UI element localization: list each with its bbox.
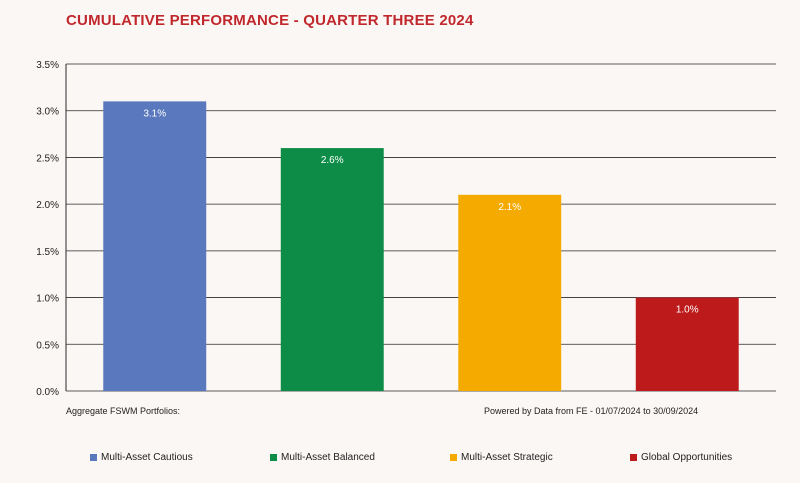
- bar-multi-asset-strategic: [458, 194, 562, 391]
- y-tick-label: 0.0%: [36, 387, 59, 398]
- legend-swatch: [450, 454, 457, 461]
- data-label: 2.1%: [498, 202, 521, 213]
- bar-multi-asset-cautious: [103, 101, 207, 391]
- legend-item: Global Opportunities: [630, 452, 732, 463]
- y-tick-label: 3.5%: [36, 60, 59, 71]
- legend-swatch: [90, 454, 97, 461]
- legend-swatch: [630, 454, 637, 461]
- footnote-right: Powered by Data from FE - 01/07/2024 to …: [484, 406, 699, 416]
- y-tick-label: 2.0%: [36, 200, 59, 211]
- data-label: 3.1%: [143, 108, 166, 119]
- data-label: 2.6%: [321, 155, 344, 166]
- y-tick-label: 2.5%: [36, 153, 59, 164]
- y-tick-label: 0.5%: [36, 340, 59, 351]
- legend: Multi-Asset Cautious Multi-Asset Balanced…: [0, 452, 800, 466]
- legend-label: Multi-Asset Strategic: [461, 452, 553, 463]
- footnote-left: Aggregate FSWM Portfolios:: [66, 406, 181, 416]
- bar-multi-asset-balanced: [280, 148, 384, 391]
- y-tick-label: 1.5%: [36, 247, 59, 258]
- legend-item: Multi-Asset Balanced: [270, 452, 375, 463]
- legend-label: Global Opportunities: [641, 452, 733, 463]
- chart-title: CUMULATIVE PERFORMANCE - QUARTER THREE 2…: [66, 12, 474, 29]
- legend-item: Multi-Asset Strategic: [450, 452, 553, 463]
- legend-label: Multi-Asset Cautious: [101, 452, 193, 463]
- bar-global-opportunities: [635, 297, 739, 391]
- y-tick-label: 1.0%: [36, 294, 59, 305]
- legend-swatch: [270, 454, 277, 461]
- legend-item: Multi-Asset Cautious: [90, 452, 193, 463]
- y-tick-label: 3.0%: [36, 107, 59, 118]
- data-label: 1.0%: [676, 305, 699, 316]
- legend-label: Multi-Asset Balanced: [281, 452, 375, 463]
